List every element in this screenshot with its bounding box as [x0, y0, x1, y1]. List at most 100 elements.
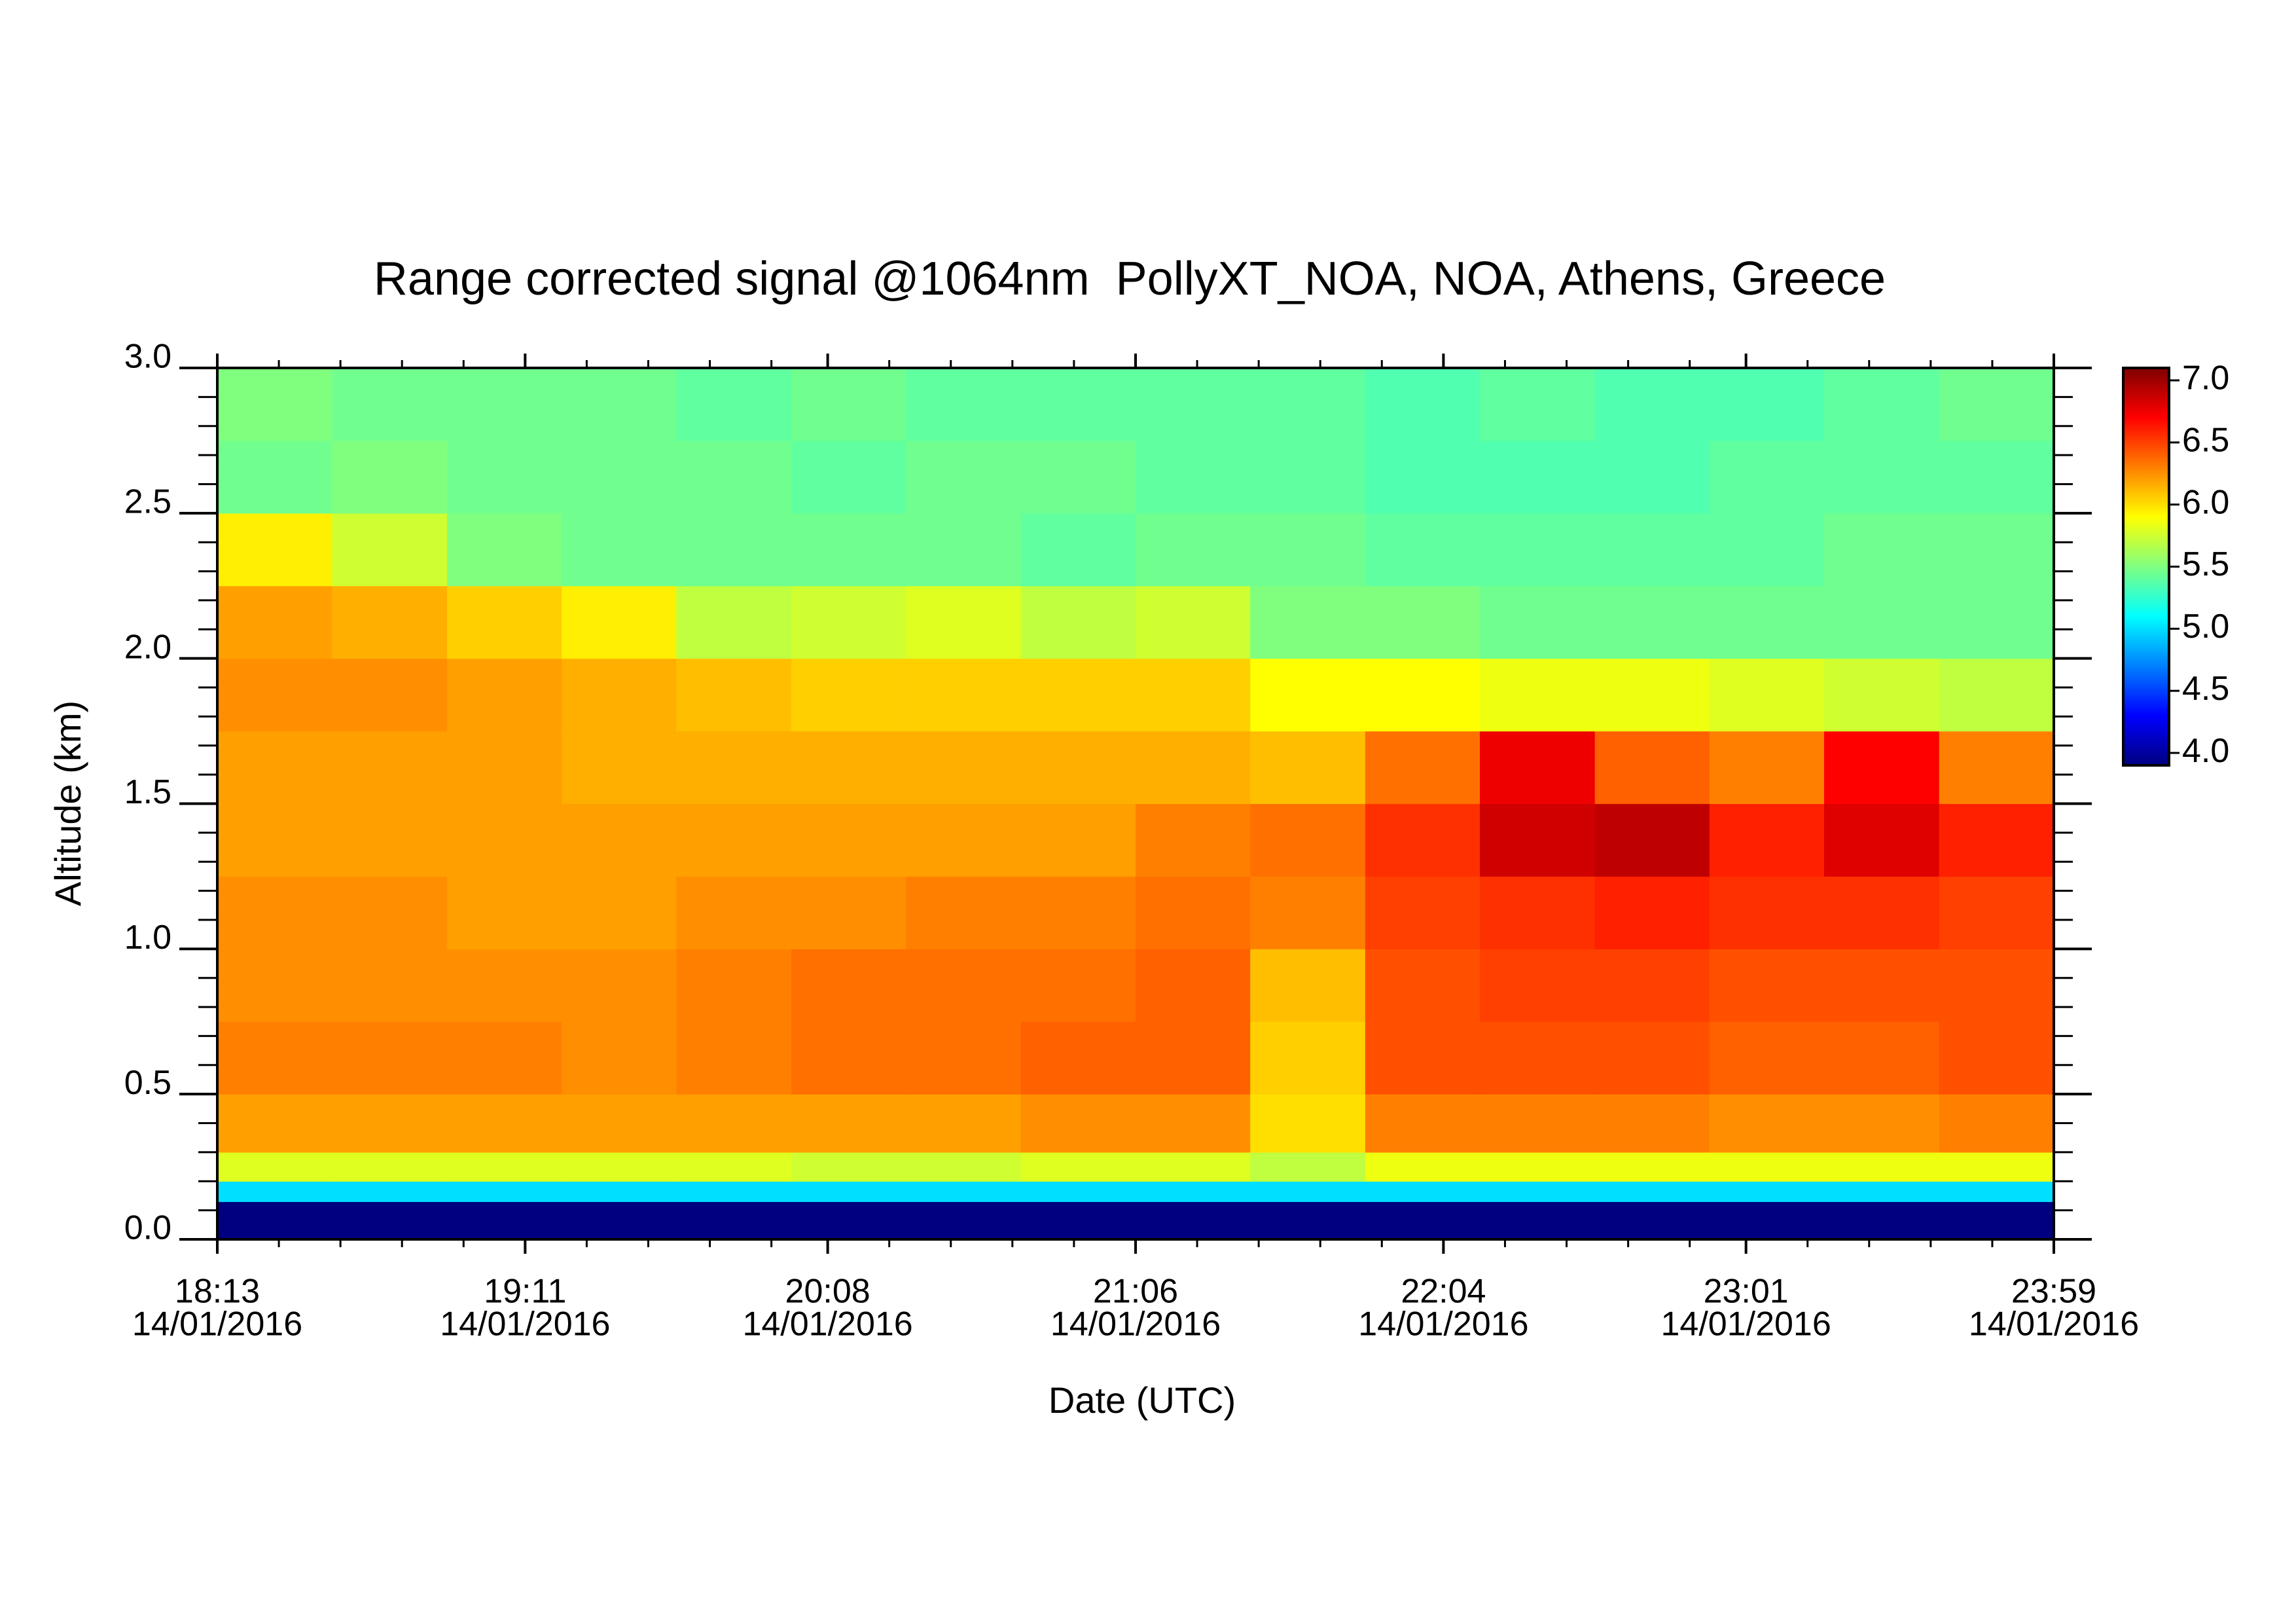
heatmap-cell [1365, 731, 1480, 805]
heatmap-cell [676, 1152, 792, 1182]
heatmap-cell [562, 1152, 677, 1182]
heatmap-cell [1939, 876, 2054, 949]
heatmap-cell [446, 1152, 562, 1182]
heatmap-cell [1709, 585, 1825, 659]
heatmap-cell [791, 731, 906, 805]
heatmap-cell [217, 949, 332, 1022]
x-tick-date: 14/01/2016 [1358, 1305, 1528, 1343]
heatmap-cell [446, 440, 562, 514]
y-tick-label: 2.5 [124, 483, 171, 521]
heatmap-cell [791, 585, 906, 659]
y-tick-label: 0.0 [124, 1209, 171, 1247]
heatmap-cell [332, 440, 448, 514]
heatmap-cell [1250, 1152, 1366, 1182]
heatmap-cell [1709, 949, 1825, 1022]
heatmap-cell [1824, 368, 1940, 441]
heatmap-cell [217, 368, 332, 441]
y-tick-label: 1.5 [124, 773, 171, 811]
heatmap-cell [1480, 368, 1596, 441]
heatmap-cell [1365, 1021, 1480, 1095]
heatmap-cell [562, 876, 677, 949]
heatmap-cell [1594, 1152, 1710, 1182]
x-tick-label: 23:01 [1704, 1273, 1789, 1311]
heatmap-cell [1480, 513, 1596, 587]
heatmap-cell [562, 658, 677, 732]
colorbar-tick-label: 7.0 [2182, 359, 2229, 397]
y-tick-label: 2.0 [124, 628, 171, 666]
heatmap-cell [1365, 440, 1480, 514]
heatmap-cell [1136, 658, 1251, 732]
heatmap-cell [562, 803, 677, 877]
heatmap-cell [1709, 1181, 1825, 1202]
heatmap-cell [1594, 1021, 1710, 1095]
heatmap-cell [906, 1181, 1022, 1202]
heatmap-cell [1824, 513, 1940, 587]
heatmap-cell [1365, 1094, 1480, 1153]
heatmap-cell [1020, 368, 1136, 441]
y-tick-label: 3.0 [124, 338, 171, 376]
heatmap-cell [446, 876, 562, 949]
heatmap-cell [1136, 513, 1251, 587]
heatmap-cell [1824, 1094, 1940, 1153]
heatmap-cell [1709, 368, 1825, 441]
heatmap-cell [217, 658, 332, 732]
heatmap-cell [1020, 658, 1136, 732]
heatmap-cell [217, 513, 332, 587]
heatmap-cell [217, 1201, 332, 1240]
heatmap-cell [332, 1201, 448, 1240]
heatmap-cell [332, 1021, 448, 1095]
heatmap-cell [446, 1021, 562, 1095]
heatmap-cell [906, 1021, 1022, 1095]
heatmap-cell [676, 513, 792, 587]
heatmap-cell [446, 368, 562, 441]
heatmap-cell [562, 585, 677, 659]
heatmap-cell [1020, 949, 1136, 1022]
heatmap-cell [1824, 440, 1940, 514]
heatmap-cell [676, 658, 792, 732]
heatmap-cell [1020, 1181, 1136, 1202]
heatmap-cell [217, 731, 332, 805]
y-axis-label: Altitude (km) [47, 701, 88, 906]
heatmap-cell [1480, 585, 1596, 659]
y-tick-label: 0.5 [124, 1064, 171, 1102]
x-tick-label: 18:13 [175, 1273, 260, 1311]
heatmap-cell [332, 1152, 448, 1182]
x-tick-date: 14/01/2016 [742, 1305, 912, 1343]
heatmap-cell [1939, 585, 2054, 659]
heatmap-cell [1250, 368, 1366, 441]
x-tick-label: 20:08 [785, 1273, 870, 1311]
heatmap-cell [332, 658, 448, 732]
heatmap-cell [1709, 513, 1825, 587]
heatmap-cell [1709, 1201, 1825, 1240]
heatmap-cell [791, 658, 906, 732]
heatmap-cell [791, 440, 906, 514]
heatmap-cell [1136, 949, 1251, 1022]
chart-title: Range corrected signal @1064nm PollyXT_N… [374, 253, 1886, 305]
heatmap-cell [1709, 1094, 1825, 1153]
heatmap-cell [1365, 1201, 1480, 1240]
heatmap-cell [446, 731, 562, 805]
heatmap-cell [562, 1094, 677, 1153]
heatmap-cell [1365, 1152, 1480, 1182]
heatmap-cell [1939, 1094, 2054, 1153]
heatmap-cell [332, 949, 448, 1022]
x-tick-date: 14/01/2016 [132, 1305, 302, 1343]
x-axis-label: Date (UTC) [1049, 1379, 1236, 1421]
heatmap-cell [1250, 440, 1366, 514]
x-tick-label: 22:04 [1401, 1273, 1486, 1311]
heatmap-cell [1824, 1021, 1940, 1095]
heatmap-cell [217, 803, 332, 877]
heatmap-cell [906, 1094, 1022, 1153]
heatmap-cell [1709, 440, 1825, 514]
heatmap-cell [1824, 876, 1940, 949]
heatmap-cell [1136, 1201, 1251, 1240]
heatmap-cell [332, 1094, 448, 1153]
heatmap-cell [676, 876, 792, 949]
heatmap-cell [906, 658, 1022, 732]
heatmap-cell [1824, 1152, 1940, 1182]
heatmap [217, 368, 2054, 1240]
heatmap-cell [1939, 1181, 2054, 1202]
heatmap-cell [1709, 731, 1825, 805]
heatmap-cell [446, 585, 562, 659]
